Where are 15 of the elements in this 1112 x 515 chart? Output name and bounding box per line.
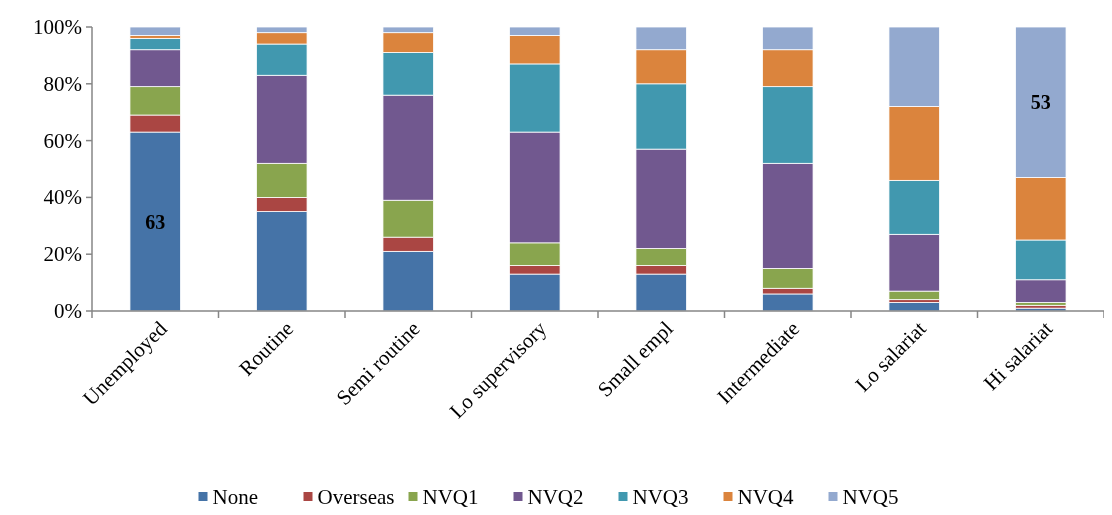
legend-label: NVQ3	[632, 485, 689, 509]
legend-label: Overseas	[317, 485, 395, 509]
y-tick-label: 20%	[43, 242, 82, 267]
y-tick-label: 80%	[43, 71, 82, 96]
data-label: 53	[1030, 91, 1051, 114]
y-tick-label: 60%	[43, 128, 82, 153]
legend-label: None	[212, 485, 258, 509]
data-label: 63	[145, 210, 166, 233]
y-tick-label: 40%	[43, 185, 82, 210]
legend-label: NVQ2	[527, 485, 584, 509]
y-tick-label: 100%	[33, 15, 82, 39]
legend-label: NVQ4	[737, 485, 794, 509]
legend-label: NVQ5	[842, 485, 899, 509]
legend-label: NVQ1	[422, 485, 479, 509]
y-tick-label: 0%	[54, 299, 82, 323]
